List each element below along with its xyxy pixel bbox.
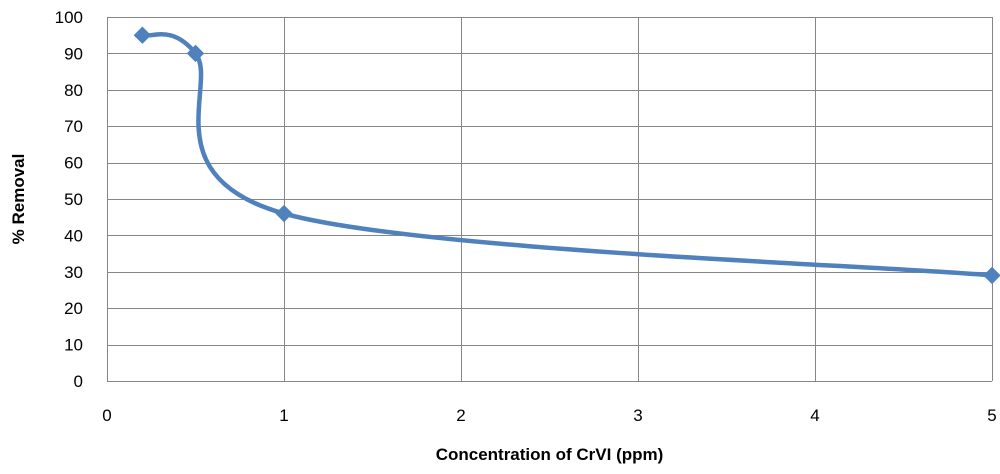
x-tick-label: 1 [279,406,288,425]
data-point-marker [133,26,152,44]
x-tick-label: 4 [810,406,819,425]
y-tick-label: 80 [64,81,83,100]
y-tick-label: 10 [64,336,83,355]
y-tick-label: 30 [64,263,83,282]
y-axis-title: % Removal [9,154,28,245]
y-axis-tick-labels: 0 10 20 30 40 50 60 70 80 90 100 [55,8,83,391]
x-tick-label: 5 [987,406,996,425]
data-point-marker [983,266,1000,285]
data-point-marker [186,44,205,63]
series-line [140,32,995,278]
y-tick-label: 100 [55,8,83,27]
x-tick-label: 0 [102,406,111,425]
x-tick-label: 3 [633,406,642,425]
y-tick-label: 20 [64,299,83,318]
plot-frame [107,17,992,382]
x-tick-label: 2 [456,406,465,425]
x-axis-tick-labels: 0 1 2 3 4 5 [102,406,996,425]
x-axis-title: Concentration of CrVI (ppm) [436,445,664,464]
y-tick-label: 90 [64,44,83,63]
grid-lines [107,17,993,381]
series-layer [133,26,1000,285]
y-tick-label: 60 [64,154,83,173]
y-tick-label: 50 [64,190,83,209]
y-tick-label: 0 [74,372,83,391]
data-point-marker [275,204,293,223]
y-tick-label: 40 [64,226,83,245]
y-tick-label: 70 [64,117,83,136]
